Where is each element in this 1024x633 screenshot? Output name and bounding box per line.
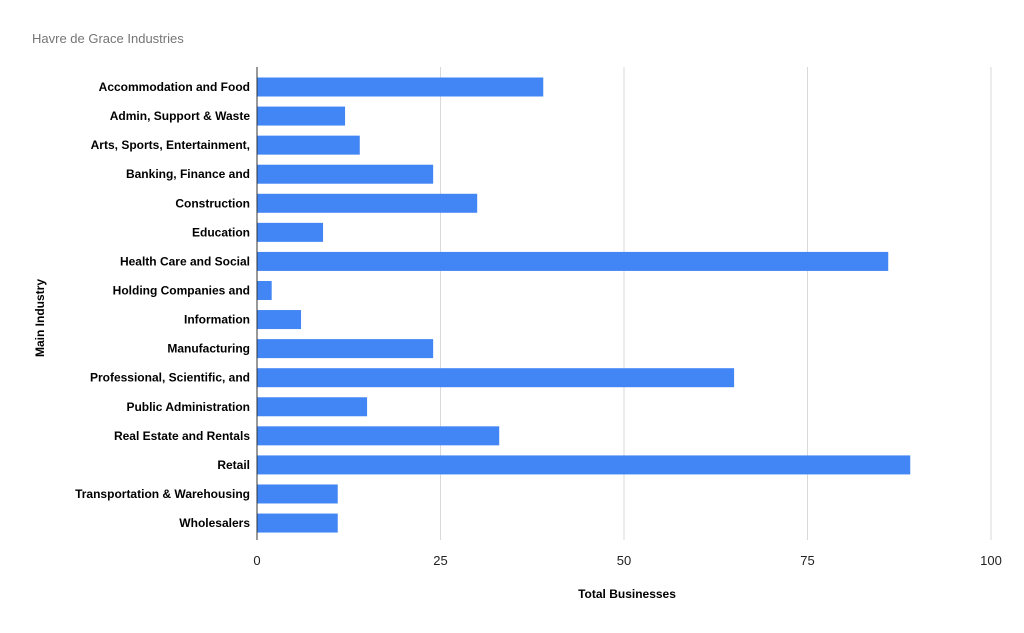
category-labels: Accommodation and Food Admin, Support & W… [75,80,250,530]
category-label: Real Estate and Rentals [114,429,250,443]
category-label: Information [184,313,250,327]
category-label: Professional, Scientific, and [90,371,250,385]
bar[interactable] [257,310,302,330]
category-label: Banking, Finance and [126,167,250,181]
x-tick-label: 100 [980,553,1002,568]
x-tick-label: 0 [253,553,260,568]
x-tick-label: 25 [433,553,447,568]
category-label: Holding Companies and [113,283,250,297]
bar[interactable] [257,251,889,271]
chart-title: Havre de Grace Industries [32,31,184,46]
bar[interactable] [257,222,324,242]
bar[interactable] [257,397,368,417]
x-axis-title: Total Businesses [578,587,676,601]
category-label: Retail [217,458,250,472]
bar[interactable] [257,164,434,184]
bar[interactable] [257,106,346,126]
category-label: Admin, Support & Waste [110,109,251,123]
category-label: Construction [175,196,250,210]
bar[interactable] [257,455,911,475]
category-label: Transportation & Warehousing [75,487,250,501]
bar[interactable] [257,193,478,213]
category-label: Manufacturing [167,342,250,356]
category-label: Public Administration [126,400,250,414]
x-tick-labels: 0 25 50 75 100 [253,553,1001,568]
bar[interactable] [257,280,272,300]
bar[interactable] [257,368,735,388]
category-label: Accommodation and Food [99,80,250,94]
x-tick-label: 75 [800,553,814,568]
bar[interactable] [257,339,434,359]
bar[interactable] [257,426,500,446]
bar[interactable] [257,513,338,533]
bar[interactable] [257,484,338,504]
category-label: Health Care and Social [120,254,250,268]
bars [257,77,911,533]
bar[interactable] [257,135,360,155]
bar[interactable] [257,77,544,97]
category-label: Education [192,225,250,239]
x-tick-label: 50 [617,553,631,568]
category-label: Wholesalers [179,516,250,530]
category-label: Arts, Sports, Entertainment, [91,138,250,152]
